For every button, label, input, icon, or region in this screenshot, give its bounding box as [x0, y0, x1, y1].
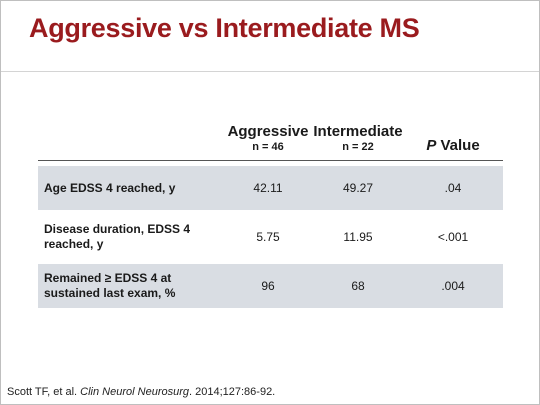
row-label: Disease duration, EDSS 4 reached, y: [38, 215, 223, 259]
citation-suffix: . 2014;127:86-92.: [189, 386, 276, 398]
row-label: Remained ≥ EDSS 4 at sustained last exam,…: [38, 264, 223, 308]
cell-aggressive: 5.75: [256, 230, 280, 244]
header-p-value: P Value: [403, 123, 503, 161]
row-label-line1: Disease duration, EDSS 4: [44, 222, 191, 236]
citation: Scott TF, et al. Clin Neurol Neurosurg. …: [7, 386, 275, 398]
row-label: Age EDSS 4 reached, y: [38, 166, 223, 210]
header-p-letter: P: [426, 137, 437, 154]
cell-p-value: <.001: [437, 230, 469, 244]
header-intermediate-n: n = 22: [342, 141, 374, 153]
citation-journal: Clin Neurol Neurosurg: [80, 386, 189, 398]
cell-intermediate: 11.95: [343, 230, 373, 244]
cell-p-value: .04: [403, 166, 503, 210]
table-row: Age EDSS 4 reached, y 42.11 49.27 .04: [38, 166, 503, 210]
header-aggressive-label: Aggressive: [227, 123, 309, 140]
header-blank: [38, 123, 223, 161]
row-label-line1: Remained ≥ EDSS 4 at: [44, 271, 172, 285]
title-divider: [1, 71, 539, 72]
header-p-word: Value: [436, 137, 480, 154]
header-aggressive: Aggressive n = 46: [223, 123, 313, 161]
header-intermediate-label: Intermediate: [313, 123, 403, 140]
cell-intermediate: 49.27: [313, 166, 403, 210]
cell-aggressive: 96: [223, 264, 313, 308]
cell-aggressive: 42.11: [223, 166, 313, 210]
table-row: Disease duration, EDSS 4 reached, y 5.75 …: [38, 215, 503, 259]
cell-intermediate: 68: [313, 264, 403, 308]
row-label-line2: reached, y: [44, 237, 104, 251]
table-row: Remained ≥ EDSS 4 at sustained last exam,…: [38, 264, 503, 308]
cell-p-value: .004: [403, 264, 503, 308]
header-intermediate: Intermediate n = 22: [313, 123, 403, 161]
table-header-row: Aggressive n = 46 Intermediate n = 22 P …: [38, 123, 503, 161]
header-aggressive-n: n = 46: [252, 141, 284, 153]
citation-prefix: Scott TF, et al.: [7, 386, 81, 398]
row-label-line2: sustained last exam, %: [44, 286, 176, 300]
results-table: Aggressive n = 46 Intermediate n = 22 P …: [38, 123, 503, 308]
slide-title: Aggressive vs Intermediate MS: [29, 13, 420, 43]
